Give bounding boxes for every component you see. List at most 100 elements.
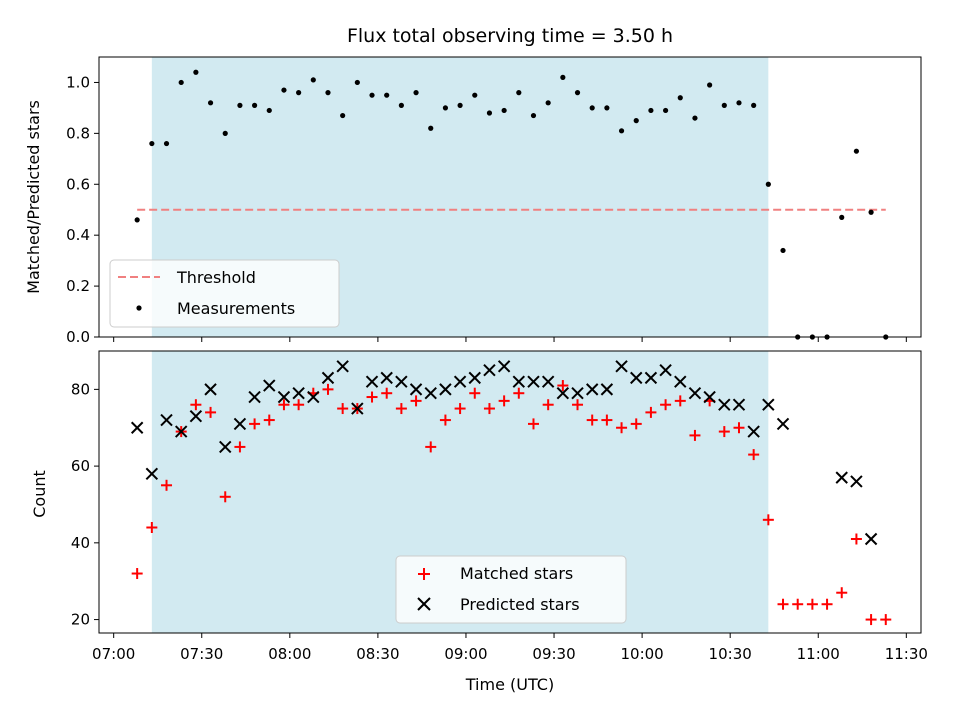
x-tick-label: 10:00 bbox=[620, 645, 663, 663]
top-y-tick-label: 0.4 bbox=[66, 226, 90, 244]
predicted-star-point bbox=[776, 417, 790, 431]
predicted-star-point bbox=[380, 371, 393, 385]
matched-star-point bbox=[131, 568, 143, 580]
predicted-star-point bbox=[160, 413, 173, 427]
matched-star-point bbox=[674, 395, 686, 407]
predicted-star-point bbox=[204, 383, 217, 396]
predicted-star-point bbox=[145, 467, 159, 480]
matched-star-point bbox=[337, 403, 349, 415]
measurement-point bbox=[237, 102, 243, 108]
matched-star-point bbox=[645, 406, 657, 418]
bottom-legend-box bbox=[395, 555, 627, 624]
matched-star-point bbox=[381, 387, 393, 399]
predicted-star-point bbox=[409, 383, 423, 396]
x-tick-label: 09:30 bbox=[532, 645, 575, 663]
measurement-point bbox=[560, 74, 566, 80]
measurement-point bbox=[677, 95, 683, 101]
x-tick-label: 08:00 bbox=[268, 645, 311, 663]
predicted-star-point bbox=[512, 375, 526, 388]
measurement-point bbox=[457, 102, 463, 108]
matched-star-point bbox=[161, 479, 173, 491]
predicted-star-point bbox=[189, 410, 203, 423]
legend-measurements-swatch bbox=[136, 305, 142, 311]
x-axis-label: Time (UTC) bbox=[465, 675, 554, 694]
predicted-star-point bbox=[835, 471, 848, 484]
x-tick-label: 08:30 bbox=[356, 645, 399, 663]
measurement-point bbox=[839, 214, 845, 220]
top-y-ticks: 0.0 0.2 0.4 0.6 0.8 1.0 bbox=[66, 73, 99, 346]
predicted-star-point bbox=[263, 379, 276, 392]
predicted-star-point bbox=[424, 386, 437, 400]
legend-matched-label: Matched stars bbox=[460, 564, 573, 583]
bottom-y-axis-label: Count bbox=[30, 470, 49, 518]
predicted-star-point bbox=[233, 417, 247, 431]
measurement-point bbox=[765, 181, 771, 187]
measurement-point bbox=[178, 79, 184, 86]
matched-star-point bbox=[205, 406, 217, 418]
predicted-star-point bbox=[321, 371, 335, 385]
matched-star-point bbox=[850, 533, 862, 545]
matched-star-point bbox=[836, 587, 848, 599]
count-points bbox=[130, 360, 892, 626]
predicted-star-point bbox=[277, 390, 291, 404]
measurement-point bbox=[163, 140, 170, 147]
measurement-point bbox=[296, 90, 302, 96]
measurement-point bbox=[780, 247, 786, 254]
predicted-star-point bbox=[659, 363, 672, 377]
predicted-star-point bbox=[747, 425, 760, 438]
top-panel: 0.0 0.2 0.4 0.6 0.8 1.0 Matched/Predicted sta… bbox=[24, 56, 922, 346]
measurement-point bbox=[516, 90, 522, 96]
predicted-star-point bbox=[174, 425, 188, 438]
matched-star-point bbox=[366, 391, 378, 403]
bottom-axes-frame bbox=[98, 350, 922, 634]
matched-star-point bbox=[234, 441, 246, 453]
matched-star-point bbox=[263, 414, 275, 426]
matched-star-point bbox=[395, 403, 407, 415]
top-y-tick-label: 1.0 bbox=[66, 73, 90, 91]
predicted-star-point bbox=[615, 360, 628, 373]
matched-star-point bbox=[821, 598, 833, 610]
matched-star-point bbox=[542, 399, 554, 411]
measurement-point bbox=[442, 105, 449, 111]
matched-star-point bbox=[498, 395, 510, 407]
matched-star-point bbox=[469, 387, 481, 399]
measurement-point bbox=[251, 102, 258, 108]
predicted-star-point bbox=[630, 371, 643, 385]
measurement-point bbox=[222, 130, 228, 136]
measurement-point bbox=[648, 107, 654, 114]
measurement-point bbox=[721, 102, 727, 108]
matched-star-point bbox=[777, 598, 789, 610]
measurement-point bbox=[134, 217, 140, 223]
matched-star-point bbox=[410, 395, 422, 407]
matched-star-point bbox=[249, 418, 261, 430]
matched-star-point bbox=[557, 380, 569, 392]
predicted-star-point bbox=[718, 398, 731, 411]
matched-star-point bbox=[601, 414, 613, 426]
predicted-star-point bbox=[130, 421, 144, 434]
x-tick-label: 07:00 bbox=[92, 645, 135, 663]
measurement-point bbox=[193, 69, 199, 75]
measurement-point bbox=[545, 100, 551, 106]
matched-star-point bbox=[630, 418, 642, 430]
predicted-star-point bbox=[395, 375, 408, 388]
matched-star-point bbox=[586, 414, 598, 426]
predicted-star-point bbox=[292, 386, 305, 400]
matched-star-point bbox=[748, 449, 760, 461]
matched-star-point bbox=[572, 399, 584, 411]
measurement-point bbox=[530, 112, 537, 119]
top-axes-frame bbox=[98, 56, 922, 338]
predicted-star-point bbox=[864, 532, 878, 546]
predicted-star-point bbox=[571, 386, 584, 400]
chart-title: Flux total observing time = 3.50 h bbox=[347, 25, 673, 47]
matched-star-point bbox=[190, 399, 202, 411]
predicted-star-point bbox=[453, 375, 467, 388]
predicted-star-point bbox=[556, 386, 570, 400]
measurement-point bbox=[589, 105, 595, 111]
bottom-y-tick-label: 60 bbox=[71, 457, 90, 475]
top-y-tick-label: 0.8 bbox=[66, 124, 90, 142]
measurement-point bbox=[692, 115, 698, 121]
bottom-y-tick-label: 20 bbox=[71, 611, 90, 629]
measurement-point bbox=[707, 82, 713, 88]
measurement-points bbox=[134, 69, 889, 340]
matched-star-point bbox=[219, 491, 231, 503]
